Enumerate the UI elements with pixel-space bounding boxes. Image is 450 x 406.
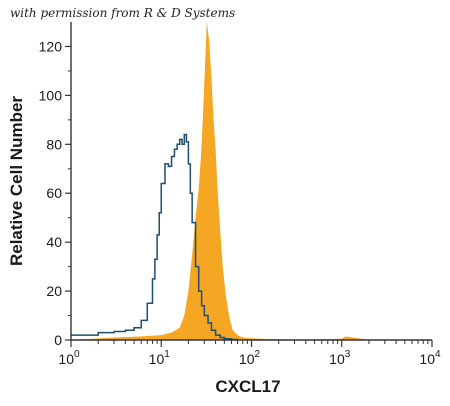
x-tick-exponent-3: 3 xyxy=(345,349,351,360)
y-tick-label-0: 0 xyxy=(54,332,62,348)
x-tick-label-2: 102 xyxy=(239,349,261,367)
histogram-outline-series-1 xyxy=(71,133,239,341)
y-tick-label-4: 80 xyxy=(46,136,62,152)
y-tick-label-1: 20 xyxy=(46,283,62,299)
x-tick-exponent-4: 4 xyxy=(435,349,441,360)
y-tick-label-6: 120 xyxy=(39,38,63,54)
y-tick-label-3: 60 xyxy=(46,185,62,201)
x-tick-label-3: 103 xyxy=(329,349,351,367)
x-tick-label-0: 100 xyxy=(58,349,80,367)
y-tick-label-5: 100 xyxy=(39,87,63,103)
histogram-filled-series-0 xyxy=(71,22,432,340)
x-tick-exponent-2: 2 xyxy=(255,349,261,360)
y-tick-label-2: 40 xyxy=(46,234,62,250)
x-tick-exponent-1: 1 xyxy=(164,349,170,360)
x-tick-label-1: 101 xyxy=(149,349,171,367)
x-tick-label-4: 104 xyxy=(419,349,441,367)
permission-watermark: with permission from R & D Systems xyxy=(10,6,236,20)
x-axis-title: CXCL17 xyxy=(215,377,280,396)
y-axis-title: Relative Cell Number xyxy=(7,96,26,266)
x-tick-exponent-0: 0 xyxy=(74,349,80,360)
